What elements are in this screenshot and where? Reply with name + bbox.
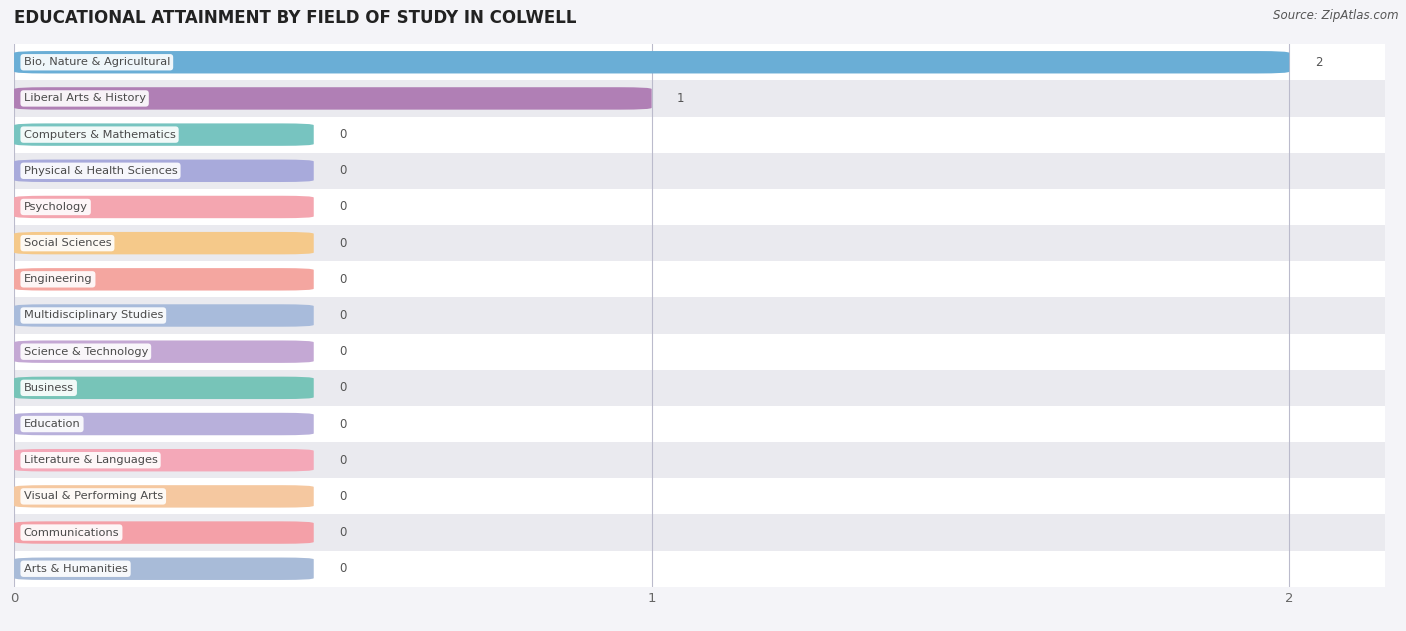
Text: Social Sciences: Social Sciences	[24, 238, 111, 248]
Text: 0: 0	[339, 273, 347, 286]
Text: 0: 0	[339, 381, 347, 394]
FancyBboxPatch shape	[14, 341, 314, 363]
Bar	[14, 370, 1385, 406]
Text: 0: 0	[339, 128, 347, 141]
Bar	[14, 117, 1385, 153]
FancyBboxPatch shape	[14, 485, 314, 507]
Bar	[14, 44, 1385, 80]
Text: 0: 0	[339, 237, 347, 250]
Bar	[14, 478, 1385, 514]
FancyBboxPatch shape	[14, 304, 314, 327]
FancyBboxPatch shape	[14, 160, 314, 182]
Text: 2: 2	[1315, 56, 1322, 69]
Bar	[14, 442, 1385, 478]
Text: 0: 0	[339, 454, 347, 467]
Bar	[14, 551, 1385, 587]
Bar	[14, 153, 1385, 189]
Bar	[14, 261, 1385, 297]
Text: 0: 0	[339, 201, 347, 213]
Text: Literature & Languages: Literature & Languages	[24, 455, 157, 465]
FancyBboxPatch shape	[14, 413, 314, 435]
Text: 0: 0	[339, 309, 347, 322]
Text: Computers & Mathematics: Computers & Mathematics	[24, 129, 176, 139]
Text: Bio, Nature & Agricultural: Bio, Nature & Agricultural	[24, 57, 170, 68]
Bar	[14, 80, 1385, 117]
Text: Physical & Health Sciences: Physical & Health Sciences	[24, 166, 177, 176]
Text: Visual & Performing Arts: Visual & Performing Arts	[24, 492, 163, 502]
Text: 0: 0	[339, 418, 347, 430]
FancyBboxPatch shape	[14, 377, 314, 399]
Bar	[14, 225, 1385, 261]
FancyBboxPatch shape	[14, 268, 314, 290]
FancyBboxPatch shape	[14, 232, 314, 254]
Text: 0: 0	[339, 562, 347, 575]
Text: Multidisciplinary Studies: Multidisciplinary Studies	[24, 310, 163, 321]
FancyBboxPatch shape	[14, 449, 314, 471]
Text: Liberal Arts & History: Liberal Arts & History	[24, 93, 146, 103]
Bar	[14, 189, 1385, 225]
Text: EDUCATIONAL ATTAINMENT BY FIELD OF STUDY IN COLWELL: EDUCATIONAL ATTAINMENT BY FIELD OF STUDY…	[14, 9, 576, 28]
Bar	[14, 334, 1385, 370]
Text: 0: 0	[339, 164, 347, 177]
Text: Source: ZipAtlas.com: Source: ZipAtlas.com	[1274, 9, 1399, 23]
Text: Business: Business	[24, 383, 73, 393]
Text: 0: 0	[339, 490, 347, 503]
FancyBboxPatch shape	[14, 521, 314, 544]
Bar	[14, 297, 1385, 334]
Text: 1: 1	[678, 92, 685, 105]
Bar	[14, 514, 1385, 551]
Text: Communications: Communications	[24, 528, 120, 538]
Text: 0: 0	[339, 345, 347, 358]
FancyBboxPatch shape	[14, 124, 314, 146]
FancyBboxPatch shape	[14, 51, 1289, 73]
Bar	[14, 406, 1385, 442]
Text: Education: Education	[24, 419, 80, 429]
Text: Engineering: Engineering	[24, 274, 93, 285]
Text: 0: 0	[339, 526, 347, 539]
FancyBboxPatch shape	[14, 196, 314, 218]
Text: Science & Technology: Science & Technology	[24, 346, 148, 357]
Text: Psychology: Psychology	[24, 202, 87, 212]
FancyBboxPatch shape	[14, 87, 651, 110]
FancyBboxPatch shape	[14, 558, 314, 580]
Text: Arts & Humanities: Arts & Humanities	[24, 563, 128, 574]
